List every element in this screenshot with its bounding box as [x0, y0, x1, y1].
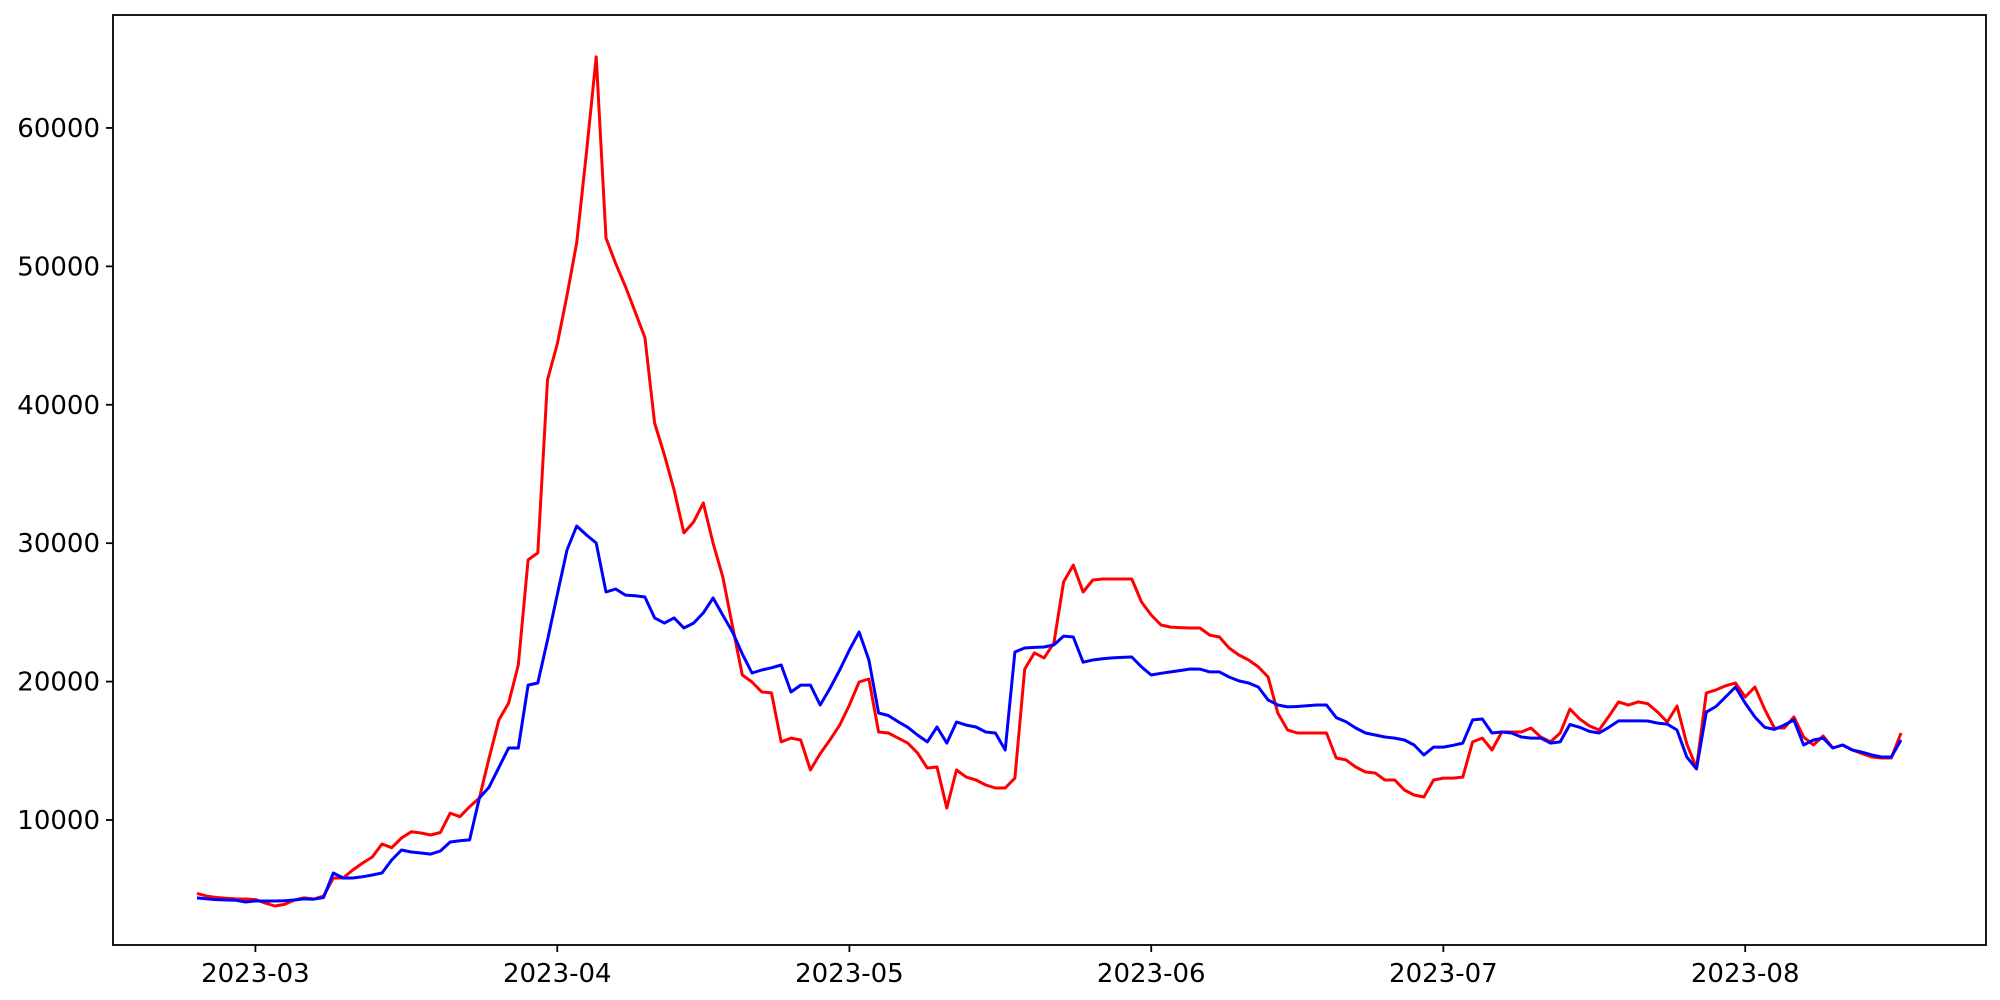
plot-border	[112, 14, 1987, 946]
x-axis-tick-label: 2023-07	[1389, 959, 1498, 989]
red-series-line	[196, 55, 1903, 908]
y-axis-tick-label: 10000	[17, 806, 100, 836]
y-axis-tick-label: 50000	[17, 252, 100, 282]
x-axis-tick-label: 2023-08	[1691, 959, 1800, 989]
x-axis-tick-label: 2023-04	[503, 959, 612, 989]
x-axis-tick-label: 2023-06	[1097, 959, 1206, 989]
y-axis-tick-label: 40000	[17, 391, 100, 421]
x-axis-tick-label: 2023-05	[795, 959, 904, 989]
y-axis-tick-label: 30000	[17, 529, 100, 559]
y-axis-tick-label: 60000	[17, 114, 100, 144]
x-axis-tick-label: 2023-03	[201, 959, 310, 989]
y-axis-tick-label: 20000	[17, 668, 100, 698]
blue-series-line	[196, 524, 1903, 904]
